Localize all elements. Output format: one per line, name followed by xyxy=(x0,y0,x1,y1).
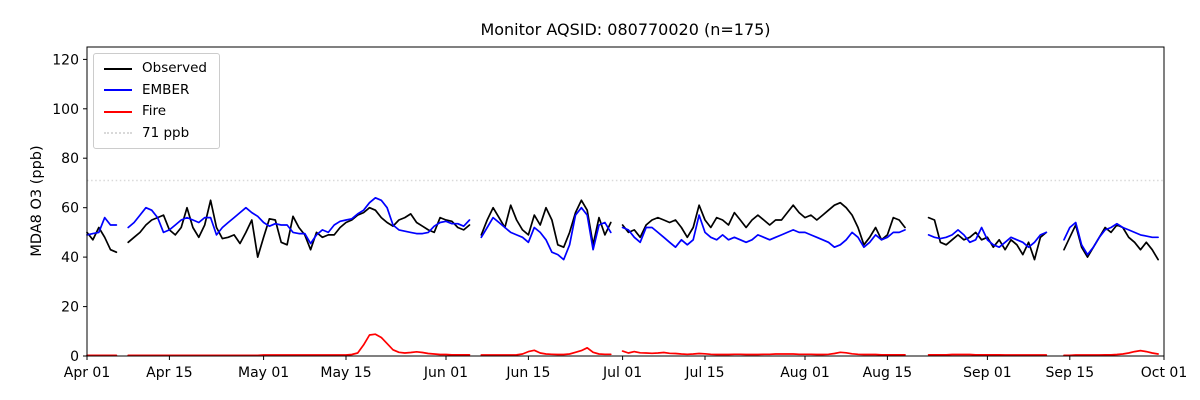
x-tick-label: Aug 01 xyxy=(780,365,830,381)
series-line-ember xyxy=(86,196,1159,261)
series-line-observed xyxy=(86,199,1159,261)
y-tick-label: 80 xyxy=(61,151,79,167)
y-tick-label: 40 xyxy=(61,250,79,266)
x-tick-label: Jun 15 xyxy=(505,365,550,381)
x-tick-label: Jul 01 xyxy=(602,365,642,381)
x-tick-label: Sep 01 xyxy=(963,365,1012,381)
legend-item-observed: Observed xyxy=(104,60,207,76)
x-tick-label: Apr 01 xyxy=(64,365,110,381)
y-tick-label: 60 xyxy=(61,201,79,217)
legend-swatch-ember xyxy=(104,89,132,92)
series-line-fire xyxy=(86,333,1159,357)
x-tick-label: Jun 01 xyxy=(423,365,468,381)
x-tick-label: May 01 xyxy=(238,365,289,381)
axes-frame xyxy=(86,46,1165,357)
legend-swatch-observed xyxy=(104,67,132,70)
y-tick-label: 100 xyxy=(52,102,79,118)
y-tick-label: 20 xyxy=(61,300,79,316)
legend: Observed EMBER Fire 71 ppb xyxy=(93,53,220,149)
x-tick-label: Oct 01 xyxy=(1141,365,1187,381)
legend-label: Observed xyxy=(142,60,207,76)
legend-label: EMBER xyxy=(142,81,190,98)
chart-title: Monitor AQSID: 080770020 (n=175) xyxy=(480,20,771,39)
x-tick-label: Sep 15 xyxy=(1045,365,1094,381)
x-tick-label: Apr 15 xyxy=(146,365,192,381)
x-tick-label: Aug 15 xyxy=(863,365,913,381)
legend-item-ember: EMBER xyxy=(104,81,207,98)
legend-swatch-71-ppb xyxy=(104,132,132,135)
legend-label: Fire xyxy=(142,103,167,119)
legend-item-fire: Fire xyxy=(104,103,207,119)
y-tick-label: 120 xyxy=(52,52,79,68)
x-tick-label: May 15 xyxy=(320,365,371,381)
y-tick-label: 0 xyxy=(70,349,79,365)
x-tick-label: Jul 15 xyxy=(684,365,724,381)
legend-item-71-ppb: 71 ppb xyxy=(104,124,207,141)
legend-swatch-fire xyxy=(104,110,132,113)
legend-label: 71 ppb xyxy=(142,124,190,141)
